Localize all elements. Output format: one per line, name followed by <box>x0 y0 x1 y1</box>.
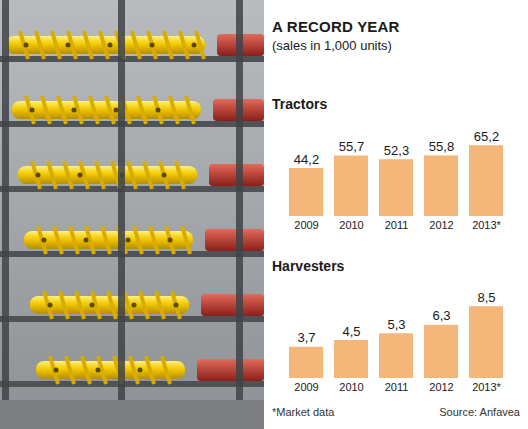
svg-text:2013*: 2013* <box>472 219 501 231</box>
html-text:A RECORD YEAR: A RECORD YEAR <box>272 18 400 35</box>
html-text:Source: Anfavea: Source: Anfavea <box>439 406 520 418</box>
svg-text:2010: 2010 <box>339 381 363 393</box>
svg-text:52,3: 52,3 <box>384 143 409 158</box>
html-text:*Market data: *Market data <box>272 406 335 418</box>
svg-text:8,5: 8,5 <box>477 290 495 305</box>
html-text:(sales in 1,000 units): (sales in 1,000 units) <box>272 38 392 53</box>
svg-text:2012: 2012 <box>429 381 453 393</box>
svg-text:2011: 2011 <box>385 381 409 393</box>
svg-text:3,7: 3,7 <box>297 330 315 345</box>
svg-text:4,5: 4,5 <box>342 324 360 339</box>
svg-text:2011: 2011 <box>385 219 409 231</box>
svg-text:2009: 2009 <box>294 219 318 231</box>
svg-text:44,2: 44,2 <box>294 152 319 167</box>
svg-text:6,3: 6,3 <box>432 308 450 323</box>
svg-text:55,7: 55,7 <box>339 139 364 154</box>
html-text:Tractors: Tractors <box>272 96 328 112</box>
svg-text:65,2: 65,2 <box>474 129 499 144</box>
svg-text:2009: 2009 <box>294 381 318 393</box>
svg-text:2013*: 2013* <box>472 381 501 393</box>
svg-text:2012: 2012 <box>429 219 453 231</box>
svg-text:2010: 2010 <box>339 219 363 231</box>
html-text:Harvesters: Harvesters <box>272 258 345 274</box>
svg-text:5,3: 5,3 <box>387 317 405 332</box>
svg-text:55,8: 55,8 <box>429 139 454 154</box>
